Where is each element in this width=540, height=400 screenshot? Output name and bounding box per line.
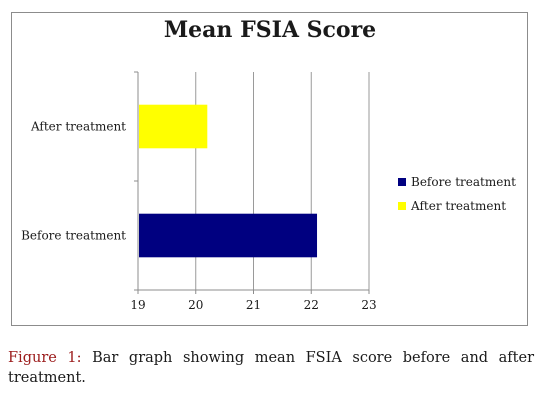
x-tick-label: 22	[304, 298, 319, 312]
legend-label-after: After treatment	[411, 199, 507, 213]
bar	[139, 213, 318, 258]
x-tick-label: 20	[188, 298, 203, 312]
category-label: Before treatment	[21, 229, 126, 243]
figure-caption: Figure 1: Bar graph showing mean FSIA sc…	[8, 348, 534, 388]
category-label: After treatment	[30, 120, 126, 134]
legend-item-before: Before treatment	[398, 170, 516, 194]
legend-swatch-after	[398, 202, 406, 210]
legend-item-after: After treatment	[398, 194, 516, 218]
caption-label: Figure 1:	[8, 350, 82, 366]
bar-chart: 19 20 21 22 23 Before treatment After treatmen…	[21, 71, 377, 312]
x-tick-label: 21	[246, 298, 261, 312]
x-tick-label: 23	[361, 298, 376, 312]
x-tick-label: 19	[130, 298, 145, 312]
chart-frame	[11, 12, 528, 326]
caption-text: Bar graph showing mean FSIA score before…	[8, 350, 534, 386]
legend: Before treatment After treatment	[398, 170, 516, 218]
legend-label-before: Before treatment	[411, 175, 516, 189]
bar	[139, 104, 208, 149]
legend-swatch-before	[398, 178, 406, 186]
chart-title: Mean FSIA Score	[163, 17, 377, 43]
